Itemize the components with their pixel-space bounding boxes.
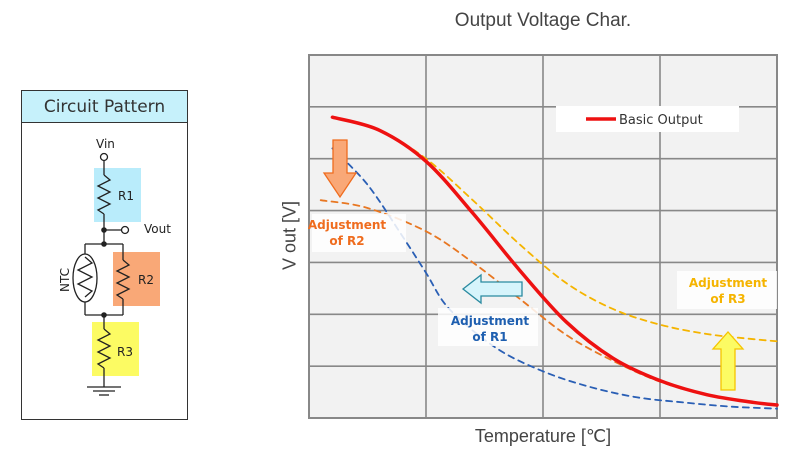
x-axis-label: Temperature [℃]: [474, 426, 612, 446]
adjustment-r3-label-line1: Adjustment: [689, 276, 768, 290]
vin-label: Vin: [96, 137, 115, 151]
adjustment-r3-up-arrow-icon: [711, 331, 745, 391]
r3-highlight: [92, 322, 139, 376]
r2-label: R2: [138, 273, 154, 287]
r1-label: R1: [118, 189, 134, 203]
r2-resistor-icon: [115, 259, 131, 300]
adjustment-r3-label-box: [677, 271, 777, 309]
adjustment-r1-label-line1: Adjustment: [451, 314, 530, 328]
series-adjustment-of-r1: [331, 147, 778, 410]
adjustment-r3-label-line2: of R3: [710, 292, 745, 306]
vout-label: Vout: [144, 222, 171, 236]
ground-icon: [87, 386, 121, 396]
adjustment-r2-down-arrow-icon: [322, 139, 358, 199]
series-basic-output: [330, 115, 779, 407]
adjustment-r1-label-box: [438, 308, 538, 346]
r3-resistor-icon: [96, 328, 112, 369]
circuit-title: Circuit Pattern: [22, 91, 187, 123]
ntc-zigzag: [76, 256, 94, 298]
adjustment-r2-label-box: [312, 214, 406, 252]
r3-label: R3: [117, 345, 133, 359]
adjustment-r2-label-line1: Adjustment: [308, 218, 387, 232]
vout-terminal-icon: [120, 225, 130, 235]
r1-resistor-icon: [96, 174, 112, 215]
chart-title: Output Voltage Char.: [454, 10, 632, 31]
ntc-label: NTC: [58, 268, 72, 292]
adjustment-r1-left-arrow-icon: [461, 273, 523, 305]
legend-label-basic-output: Basic Output: [619, 113, 703, 128]
adjustment-r2-label-line2: of R2: [329, 234, 364, 248]
adjustment-r1-label-line2: of R1: [472, 330, 507, 344]
